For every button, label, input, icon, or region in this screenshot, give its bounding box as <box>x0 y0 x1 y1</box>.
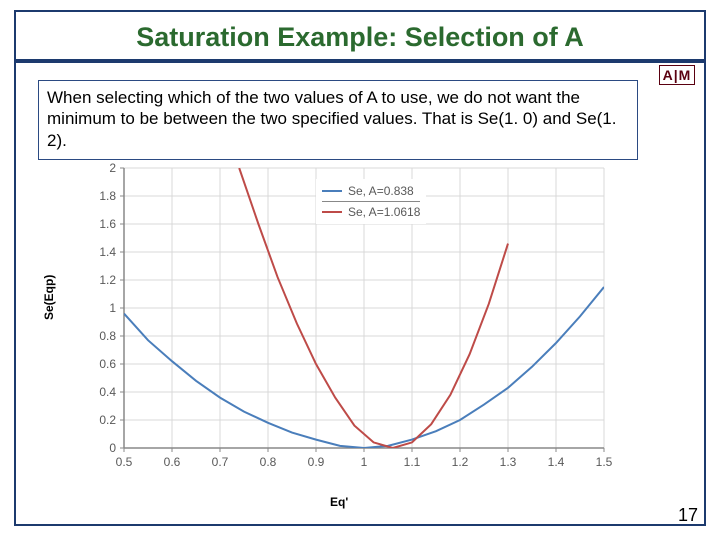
svg-text:1.2: 1.2 <box>99 273 116 287</box>
svg-text:0.7: 0.7 <box>212 455 229 469</box>
logo-main: A|M <box>659 65 696 85</box>
svg-text:1.1: 1.1 <box>404 455 421 469</box>
page-number: 17 <box>678 505 698 526</box>
svg-text:0.4: 0.4 <box>99 385 116 399</box>
legend-item: Se, A=1.0618 <box>322 204 420 220</box>
svg-text:1.8: 1.8 <box>99 189 116 203</box>
slide-title: Saturation Example: Selection of A <box>16 12 704 59</box>
svg-text:1: 1 <box>361 455 368 469</box>
title-underline <box>16 59 704 63</box>
svg-text:0.6: 0.6 <box>99 357 116 371</box>
svg-text:1.5: 1.5 <box>596 455 613 469</box>
svg-text:0: 0 <box>109 441 116 455</box>
legend-swatch <box>322 190 342 192</box>
x-axis-label: Eq' <box>330 495 348 509</box>
svg-text:1.4: 1.4 <box>99 245 116 259</box>
svg-text:1.2: 1.2 <box>452 455 469 469</box>
legend-label: Se, A=0.838 <box>348 184 414 198</box>
svg-text:0.8: 0.8 <box>260 455 277 469</box>
svg-text:0.8: 0.8 <box>99 329 116 343</box>
svg-text:0.5: 0.5 <box>116 455 133 469</box>
tamu-logo: A|M <box>658 60 696 90</box>
svg-text:1.3: 1.3 <box>500 455 517 469</box>
legend-item: Se, A=0.838 <box>322 183 420 199</box>
legend-divider <box>322 201 420 202</box>
svg-text:0.2: 0.2 <box>99 413 116 427</box>
svg-text:0.6: 0.6 <box>164 455 181 469</box>
chart-legend: Se, A=0.838 Se, A=1.0618 <box>316 179 426 224</box>
svg-text:2: 2 <box>109 161 116 175</box>
svg-text:1: 1 <box>109 301 116 315</box>
svg-text:1.6: 1.6 <box>99 217 116 231</box>
y-axis-label: Se(Eqp) <box>42 275 56 320</box>
legend-swatch <box>322 211 342 213</box>
body-text: When selecting which of the two values o… <box>38 80 638 160</box>
legend-label: Se, A=1.0618 <box>348 205 420 219</box>
svg-text:1.4: 1.4 <box>548 455 565 469</box>
svg-text:0.9: 0.9 <box>308 455 325 469</box>
